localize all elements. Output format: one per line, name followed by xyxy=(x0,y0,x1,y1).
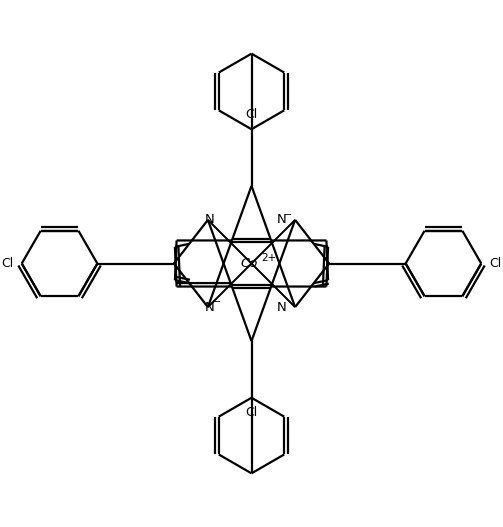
Text: Cl: Cl xyxy=(489,257,501,270)
Text: Cl: Cl xyxy=(2,257,14,270)
Text: −: − xyxy=(284,210,292,220)
Text: Cl: Cl xyxy=(245,406,258,419)
Text: 2+: 2+ xyxy=(262,252,277,262)
Text: N: N xyxy=(205,300,215,314)
Text: N: N xyxy=(276,300,286,314)
Text: N: N xyxy=(276,213,286,227)
Text: −: − xyxy=(213,297,221,307)
Text: N: N xyxy=(205,213,215,227)
Text: Cl: Cl xyxy=(245,108,258,121)
Text: Co: Co xyxy=(241,257,258,270)
